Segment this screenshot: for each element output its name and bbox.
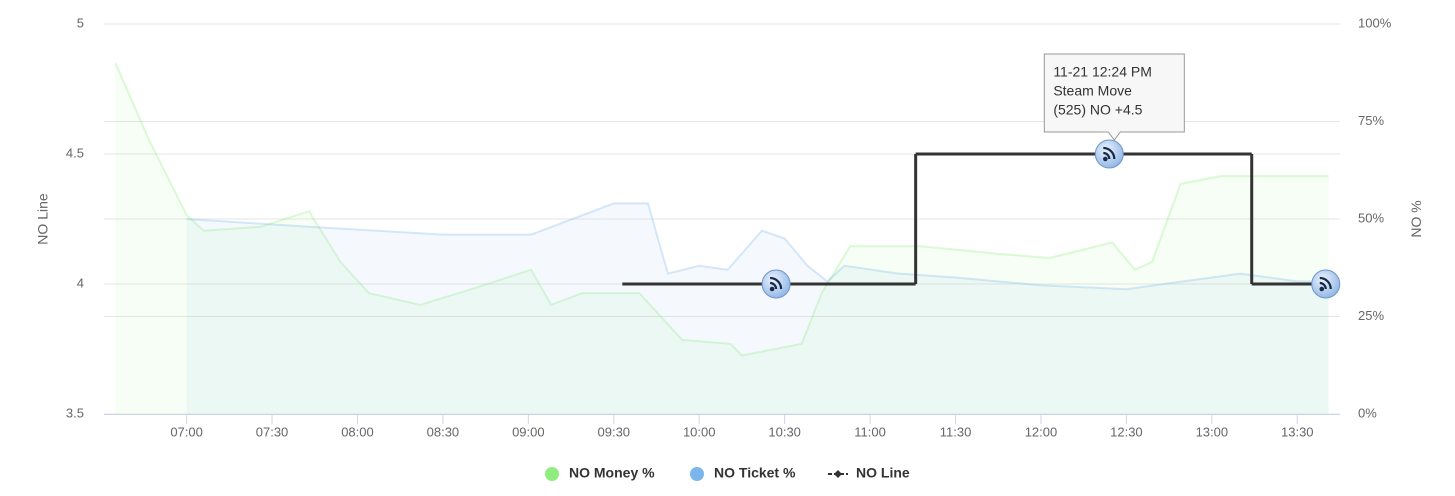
event-icon (1094, 139, 1124, 169)
x-tick-label: 08:00 (341, 424, 374, 439)
tooltip-line: Steam Move (1053, 83, 1132, 99)
x-tick-label: 13:30 (1281, 424, 1314, 439)
tooltip-line: (525) NO +4.5 (1053, 102, 1142, 118)
x-tick-label: 07:00 (170, 424, 203, 439)
x-tick-label: 08:30 (427, 424, 460, 439)
legend-label[interactable]: NO Line (856, 465, 910, 481)
x-tick-label: 13:00 (1196, 424, 1229, 439)
x-tick-label: 09:30 (598, 424, 631, 439)
x-tick-label: 11:30 (940, 424, 972, 439)
legend-symbol (834, 470, 842, 478)
x-tick-label: 12:30 (1110, 424, 1143, 439)
icon-wave (1319, 281, 1327, 290)
tooltip: 11-21 12:24 PM Steam Move (525) NO +4.5 (1043, 53, 1185, 141)
icon-wave (1103, 146, 1116, 160)
area-fill (115, 63, 1329, 414)
legend-symbol (690, 467, 704, 481)
y-tick-label: 5 (77, 15, 84, 30)
y2-tick-label: 75% (1358, 113, 1384, 128)
icon-wave (770, 276, 783, 290)
y-tick-label: 3.5 (66, 405, 84, 420)
area-fill (186, 203, 1329, 414)
y-tick-label: 4.5 (66, 145, 84, 160)
icon-wave (1319, 276, 1332, 290)
tooltip-line: 11-21 12:24 PM (1053, 64, 1152, 80)
y-axis-title: NO Line (35, 193, 51, 245)
y-tick-label: 4 (77, 275, 84, 290)
icon-wave (769, 281, 778, 290)
x-tick-label: 11:00 (854, 424, 886, 439)
x-tick-label: 10:30 (768, 424, 801, 439)
area-line (114, 62, 1329, 357)
x-tick-label: 07:30 (256, 424, 289, 439)
icon-dot (1103, 156, 1108, 162)
y2-axis-title: % ON (1408, 200, 1424, 237)
icon-dot (1319, 286, 1325, 292)
icon-bg (1094, 139, 1124, 169)
x-tick-label: 09:00 (512, 424, 545, 439)
icon-dot (769, 286, 775, 292)
y2-tick-label: 25% (1358, 308, 1384, 323)
legend-label: NO Money % (569, 465, 655, 481)
y2-tick-label: 100% (1358, 15, 1392, 30)
y2-tick-label: 0% (1358, 405, 1377, 420)
x-tick-label: 12:00 (1025, 424, 1058, 439)
event-icon (761, 269, 791, 299)
area-line (186, 202, 1329, 291)
icon-bg (1311, 269, 1341, 299)
legend-label: NO Ticket % (714, 465, 796, 481)
y2-tick-label: 50% (1358, 210, 1384, 225)
tooltip-box (1043, 53, 1185, 141)
event-icon (1311, 269, 1341, 299)
x-tick-label: 10:00 (683, 424, 716, 439)
icon-bg (761, 269, 791, 299)
icon-wave (1103, 151, 1111, 160)
legend-symbol (545, 467, 559, 481)
